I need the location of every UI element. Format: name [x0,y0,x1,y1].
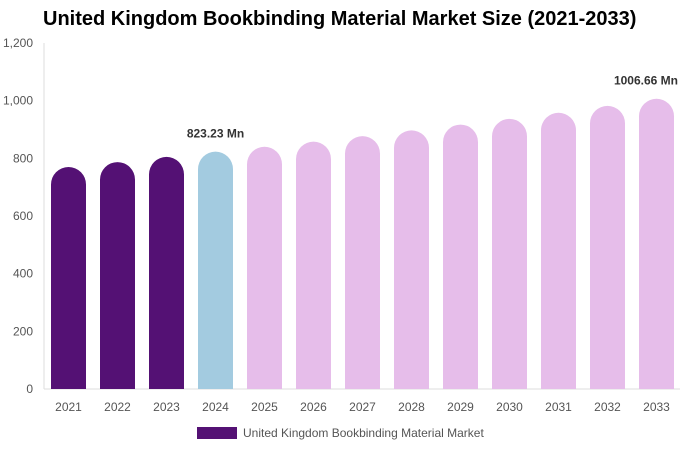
bar[interactable] [345,136,380,389]
x-tick-label: 2022 [104,400,131,414]
x-tick-label: 2021 [55,400,82,414]
x-tick-label: 2025 [251,400,278,414]
bar[interactable] [443,124,478,389]
x-tick-label: 2023 [153,400,180,414]
x-tick-label: 2024 [202,400,229,414]
y-tick-label: 1,200 [3,36,33,50]
bars [51,98,674,390]
y-tick-label: 800 [13,151,33,165]
chart-title: United Kingdom Bookbinding Material Mark… [43,8,637,30]
bar[interactable] [639,98,674,389]
y-tick-label: 400 [13,267,33,281]
y-tick-label: 1,000 [3,94,33,108]
y-tick-label: 0 [26,382,33,396]
x-tick-label: 2026 [300,400,327,414]
x-tick-label: 2030 [496,400,523,414]
x-tick-label: 2031 [545,400,572,414]
x-axis: 2021 2022 2023 2024 2025 2026 2027 2028 2029 2030… [55,400,670,414]
x-tick-label: 2027 [349,400,376,414]
bar[interactable] [198,151,233,389]
bar[interactable] [541,112,576,389]
bar[interactable] [590,105,625,390]
data-labels: 823.23 Mn 1006.66 Mn [187,74,678,141]
bar[interactable] [492,118,527,389]
legend[interactable]: United Kingdom Bookbinding Material Mark… [197,426,484,440]
data-label: 823.23 Mn [187,127,244,141]
x-tick-label: 2033 [643,400,670,414]
x-tick-label: 2028 [398,400,425,414]
legend-swatch [197,427,237,439]
bar[interactable] [100,162,135,389]
bar[interactable] [394,130,429,390]
y-tick-label: 200 [13,324,33,338]
x-tick-label: 2029 [447,400,474,414]
bar[interactable] [247,146,282,389]
bar[interactable] [296,141,331,389]
bar[interactable] [149,156,184,389]
x-tick-label: 2032 [594,400,621,414]
data-label: 1006.66 Mn [614,74,678,88]
bar[interactable] [51,166,86,389]
y-tick-label: 600 [13,209,33,223]
legend-label: United Kingdom Bookbinding Material Mark… [243,426,484,440]
